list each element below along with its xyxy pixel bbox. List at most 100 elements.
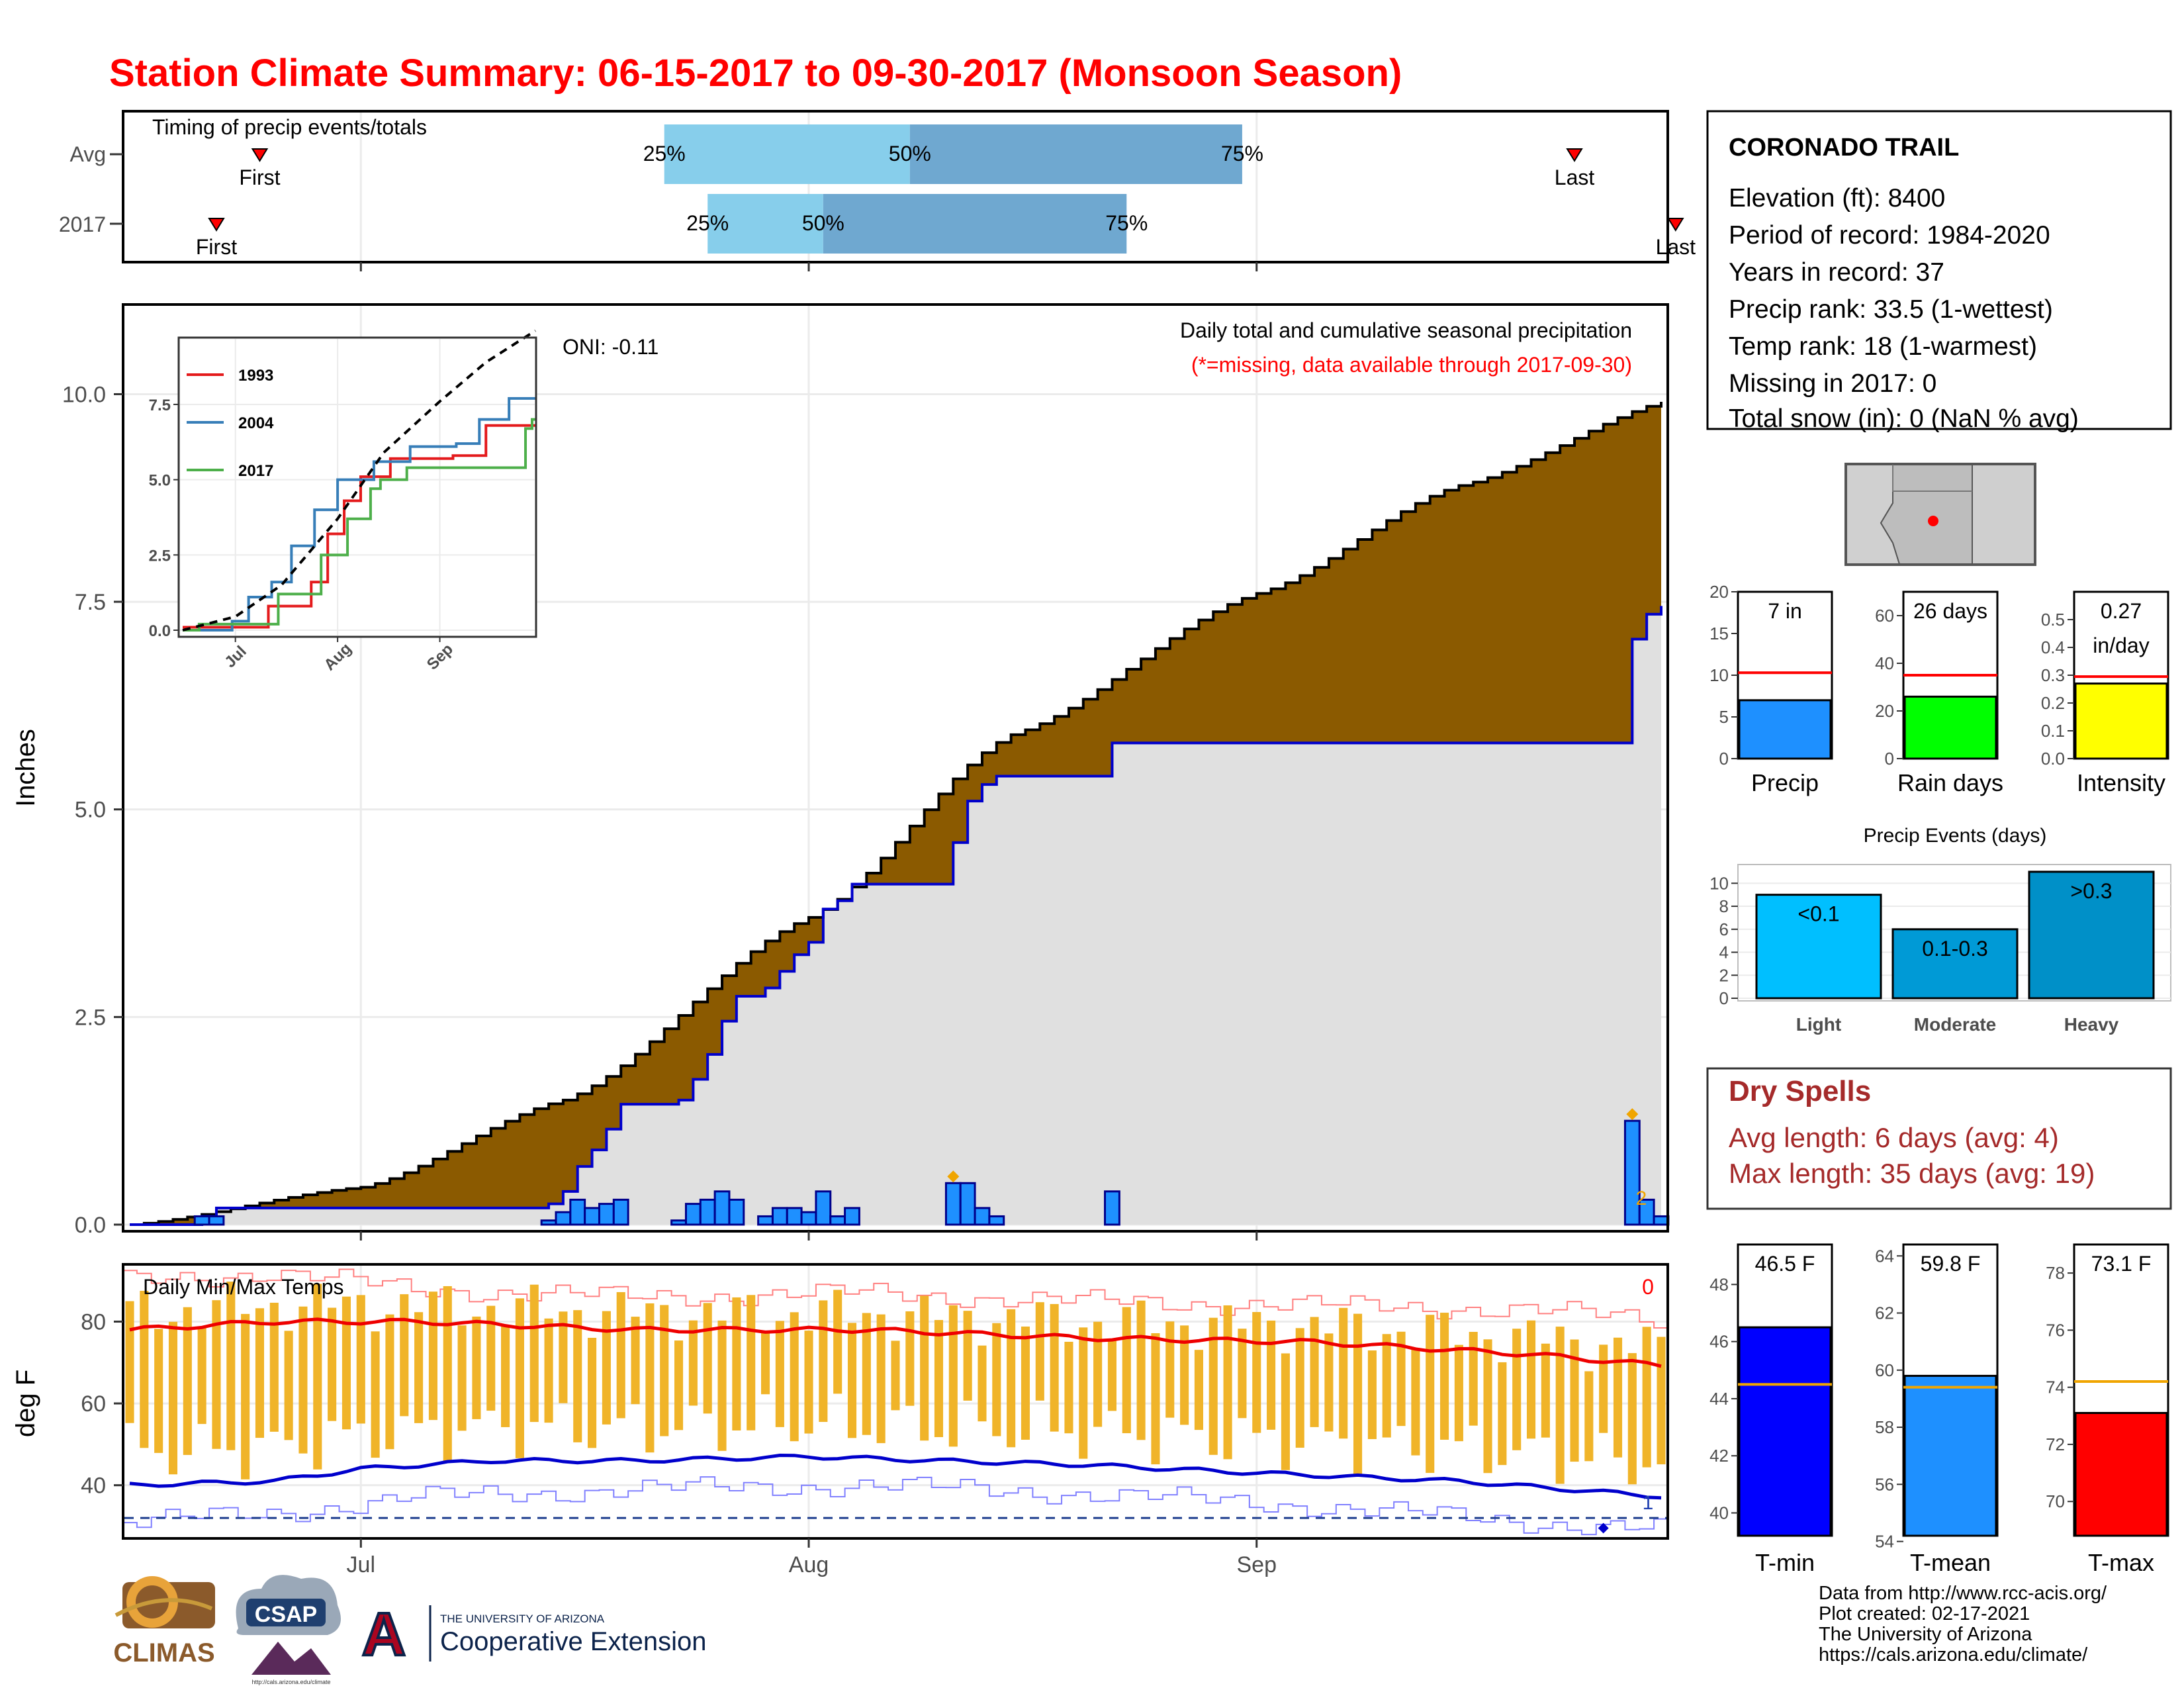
daily-temp-bar — [1454, 1344, 1463, 1442]
credits: Data from http://www.rcc-acis.org/ Plot … — [1819, 1583, 2107, 1665]
x-tick-label: Sep — [1237, 1552, 1277, 1577]
events-tick-label: 8 — [1719, 896, 1729, 916]
record-min-line — [122, 1476, 1668, 1536]
temp-tmin-tick-label: 48 — [1709, 1274, 1729, 1294]
daily-temp-bar — [862, 1313, 871, 1435]
inset-y-tick-label: 2.5 — [149, 547, 171, 565]
locator-map — [1844, 463, 2036, 566]
intensity-tick-label: 0.3 — [2041, 665, 2065, 685]
climas-logo-text: CLIMAS — [113, 1638, 214, 1667]
daily-temp-bar — [1252, 1312, 1261, 1433]
temp-tmin-value-label: 46.5 F — [1755, 1252, 1815, 1276]
daily-temp-bar — [1208, 1317, 1218, 1455]
ua-big-text: Cooperative Extension — [440, 1627, 706, 1656]
daily-temp-bar — [616, 1291, 625, 1419]
daily-temp-bar — [1382, 1334, 1391, 1438]
daily-precip-bar — [699, 1198, 716, 1226]
temp-tmax-tick-label: 78 — [2046, 1263, 2065, 1283]
temp-y-tick-label: 80 — [81, 1310, 106, 1335]
daily-temp-bar — [486, 1305, 496, 1411]
daily-temp-bar — [660, 1305, 669, 1436]
rain-days-tick-label: 40 — [1875, 653, 1894, 673]
daily-temp-bar — [212, 1300, 221, 1449]
rain-days-category-label: Rain days — [1897, 769, 2003, 796]
daily-precip-bar — [684, 1203, 702, 1226]
precip-y-tick-label: 0.0 — [75, 1213, 106, 1238]
temp-tmin-tick-label: 40 — [1709, 1503, 1729, 1523]
daily-precip-bar — [193, 1215, 210, 1226]
daily-temp-bar — [833, 1289, 842, 1394]
timing-quartile-bar-lower — [707, 194, 823, 254]
daily-temp-bar — [1498, 1362, 1507, 1466]
credit-line-data: Data from http://www.rcc-acis.org/ — [1819, 1583, 2107, 1604]
precip-events-panel: Precip Events (days) 0 2 4 6 8 10 <0.1 Light 0.1… — [1709, 825, 2171, 1035]
temp-y-axis-label: deg F — [11, 1370, 40, 1437]
inset-series-1993 — [183, 424, 535, 629]
extreme-count-label: 2 — [1636, 1188, 1647, 1209]
ua-block-a-icon: A — [362, 1601, 406, 1668]
daily-precip-bar — [569, 1198, 586, 1226]
csap-url: http://cals.arizona.edu/climate — [251, 1679, 330, 1685]
daily-temp-bar — [819, 1300, 828, 1423]
station-line-snow: Total snow (in): 0 (NaN % avg) — [1729, 404, 2079, 433]
csap-logo: CSAP http://cals.arizona.edu/climate — [236, 1575, 341, 1685]
daily-precip-bar — [208, 1215, 225, 1226]
daily-temp-bar — [1657, 1336, 1666, 1465]
daily-temp-bar — [775, 1321, 784, 1427]
precip-total-category-label: Precip — [1751, 769, 1819, 796]
timing-quartile-bar-upper — [823, 194, 1127, 254]
precip-total-tick-label: 15 — [1709, 624, 1729, 643]
extreme-event-marker — [947, 1170, 960, 1183]
temp-tmean-value-label: 59.8 F — [1921, 1252, 1981, 1276]
daily-temp-bar — [298, 1306, 308, 1454]
precip-y-tick-label: 5.0 — [75, 798, 106, 823]
daily-precip-bar — [815, 1190, 832, 1226]
timing-q50-label: 50% — [802, 211, 844, 235]
daily-precip-bar — [944, 1182, 962, 1226]
daily-precip-bar — [1653, 1215, 1670, 1226]
temp-tmin-bar — [1738, 1326, 1832, 1537]
precip-y-tick-label: 2.5 — [75, 1005, 106, 1030]
daily-temp-bar — [443, 1286, 452, 1463]
first-event-marker — [208, 218, 225, 232]
temp-tmax-tick-label: 74 — [2046, 1378, 2065, 1397]
daily-temp-bar — [414, 1312, 424, 1423]
inset-legend-label: 2017 — [238, 462, 273, 480]
x-tick-label: Aug — [789, 1552, 829, 1577]
daily-temp-bar — [1151, 1333, 1160, 1465]
temp-tmax-tick-label: 70 — [2046, 1491, 2065, 1511]
timing-quartile-bar-upper — [909, 124, 1242, 184]
inset-legend-label: 1993 — [238, 367, 273, 385]
temp-tmax-category-label: T-max — [2088, 1549, 2154, 1576]
daily-precip-bar — [829, 1215, 846, 1226]
temp-count-bottom: 1 — [1643, 1492, 1654, 1514]
daily-temp-bar — [457, 1325, 467, 1431]
first-event-label: First — [196, 235, 237, 259]
station-line-missing: Missing in 2017: 0 — [1729, 369, 1936, 398]
daily-temp-bar — [501, 1325, 510, 1427]
daily-precip-bar — [988, 1215, 1005, 1226]
dry-spells-title: Dry Spells — [1729, 1075, 1871, 1107]
daily-temp-bar — [934, 1320, 944, 1437]
daily-temp-bar — [1079, 1327, 1088, 1459]
events-category-label: Light — [1796, 1014, 1841, 1035]
daily-temp-bar — [1281, 1353, 1290, 1470]
daily-temp-bar — [371, 1331, 380, 1458]
daily-temp-bar — [1512, 1329, 1522, 1450]
station-location-marker — [1928, 516, 1938, 526]
cumulative-2017-line — [130, 606, 1662, 1226]
precip-panel: 0.0 2.5 5.0 7.5 10.0 Inches Daily total and … — [11, 303, 1670, 1238]
csap-logo-text: CSAP — [255, 1602, 317, 1627]
events-tick-label: 4 — [1719, 943, 1729, 962]
daily-temp-bar — [645, 1303, 655, 1453]
daily-temp-bar — [472, 1316, 481, 1419]
x-axis: Jul Aug Sep — [347, 262, 1277, 1577]
temp-tmax-bar — [2074, 1412, 2168, 1537]
station-line-temp-rank: Temp rank: 18 (1-warmest) — [1729, 332, 2037, 361]
daily-temp-bar — [544, 1318, 553, 1423]
daily-temp-bar — [1642, 1327, 1651, 1468]
temp-panel-label: Daily Min/Max Temps — [143, 1275, 343, 1299]
daily-temp-bar — [1324, 1333, 1334, 1432]
rain-days-value-label: 26 days — [1913, 599, 1987, 623]
daily-temp-bar — [1526, 1320, 1536, 1439]
